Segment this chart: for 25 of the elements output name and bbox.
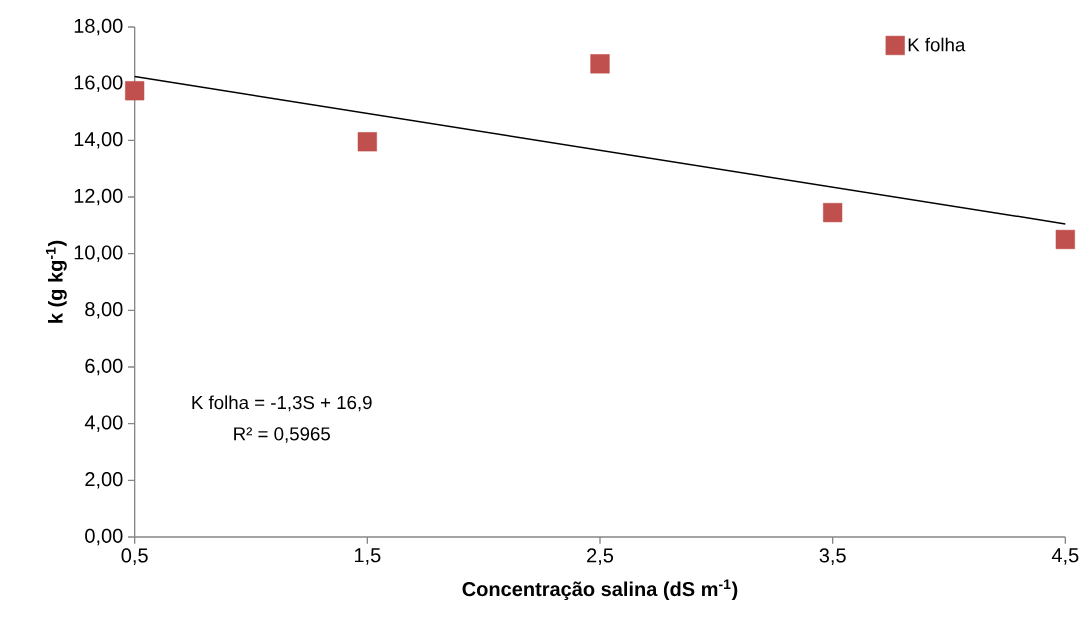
point xyxy=(590,54,610,74)
x-tick-label: 1,5 xyxy=(354,548,381,565)
y-tick-label: 14,00 xyxy=(74,132,123,149)
annotation: K folha = -1,3S + 16,9 xyxy=(192,395,372,412)
point xyxy=(357,132,377,152)
x-tick-label: 3,5 xyxy=(819,548,846,565)
legend-label: K folha xyxy=(908,37,966,52)
point xyxy=(125,81,145,101)
point xyxy=(823,202,843,223)
x-tick-label: 4,5 xyxy=(1051,548,1079,565)
y-tick-label: 12,00 xyxy=(74,188,123,206)
annotation: R² = 0,5965 xyxy=(234,427,330,443)
x-axis-title: Concentração salina (dS m$^{-1}$) xyxy=(462,579,738,601)
y-tick-label: 0,00 xyxy=(85,528,123,546)
point xyxy=(1055,229,1075,250)
y-tick-label: 6,00 xyxy=(85,358,123,376)
y-axis-title: k (g kg$^{-1}$) xyxy=(45,240,67,323)
y-tick-label: 16,00 xyxy=(74,75,123,92)
y-tick-label: 4,00 xyxy=(84,415,123,432)
x-tick-label: 2,5 xyxy=(587,548,614,565)
y-tick-label: 8,00 xyxy=(85,302,123,319)
x-tick-label: 0,5 xyxy=(121,548,148,565)
y-tick-label: 18,00 xyxy=(74,18,123,36)
y-tick-label: 2,00 xyxy=(85,472,123,489)
y-tick-label: 10,00 xyxy=(74,245,123,262)
